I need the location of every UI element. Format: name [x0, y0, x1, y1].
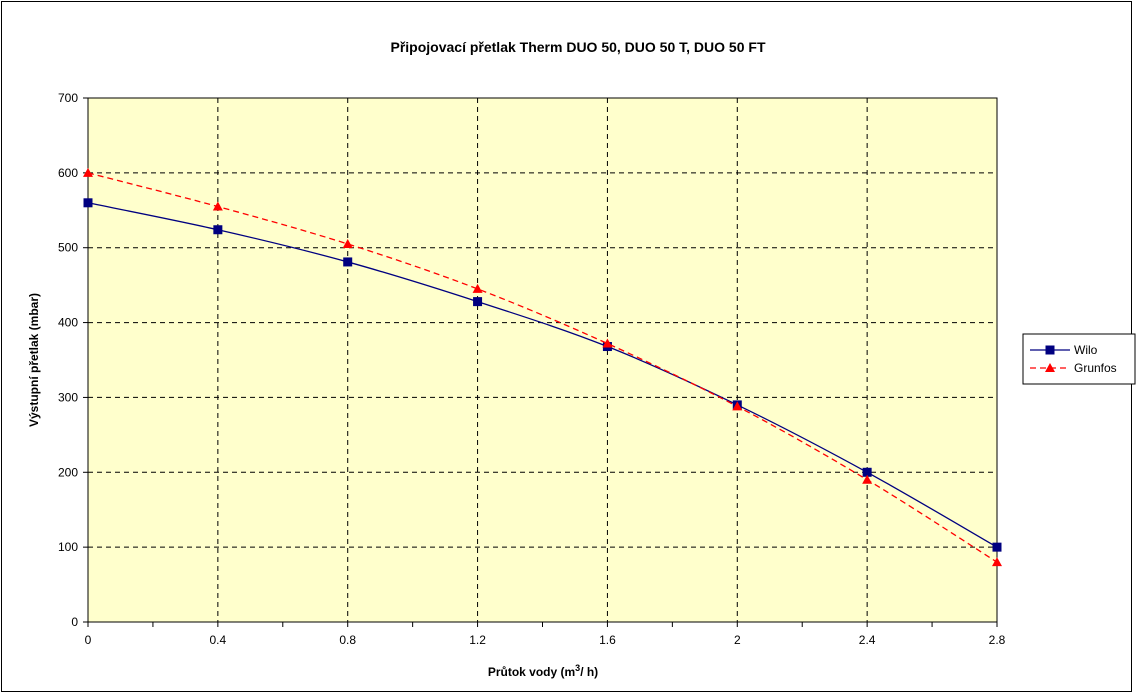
legend: Wilo Grunfos	[1022, 333, 1136, 385]
data-point-wilo	[992, 542, 1002, 552]
y-tick-label: 700	[58, 91, 78, 105]
legend-label-wilo: Wilo	[1074, 343, 1098, 357]
x-tick-label: 0	[85, 633, 92, 647]
data-point-wilo	[343, 257, 353, 267]
chart-title: Připojovací přetlak Therm DUO 50, DUO 50…	[391, 39, 766, 55]
data-point-grunfos	[862, 474, 873, 484]
x-axis-title: Průtok vody (m3/ h)	[488, 663, 598, 679]
y-axis-title: Výstupní přetlak (mbar)	[27, 293, 41, 427]
y-tick-label: 200	[58, 465, 78, 479]
axis-ticks: 0 100 200 300 400 500 600 700 0 0.4 0.8 1.2 1.6 2 2.4 2…	[58, 91, 1006, 647]
series-line-grunfos	[87, 172, 998, 563]
y-tick-label: 300	[58, 390, 78, 404]
data-point-grunfos	[992, 557, 1002, 567]
data-point-grunfos	[342, 238, 353, 248]
legend-marker-grunfos	[1045, 363, 1055, 372]
x-tick-label: 0.4	[210, 633, 227, 647]
x-axis-title-superscript: 3	[575, 663, 580, 673]
legend-marker-wilo	[1045, 345, 1055, 355]
data-point-wilo	[213, 225, 223, 235]
y-tick-label: 600	[58, 166, 78, 180]
plot-area	[87, 97, 998, 623]
data-point-grunfos	[472, 283, 483, 293]
y-tick-label: 100	[58, 540, 78, 554]
series-layer	[83, 167, 1002, 567]
data-point-grunfos	[83, 167, 93, 177]
x-axis-title-suffix: / h)	[580, 665, 598, 679]
y-tick-label: 500	[58, 241, 78, 255]
x-axis-title-prefix: Průtok vody (m	[488, 665, 575, 679]
x-tick-label: 1.6	[599, 633, 616, 647]
data-point-grunfos	[732, 401, 743, 411]
x-tick-label: 1.2	[469, 633, 486, 647]
data-point-wilo	[862, 467, 872, 477]
series-line-wilo	[87, 202, 998, 548]
data-point-grunfos	[212, 201, 223, 211]
x-tick-label: 2	[734, 633, 741, 647]
data-point-grunfos	[602, 338, 613, 348]
legend-box	[1022, 333, 1136, 385]
legend-label-grunfos: Grunfos	[1074, 361, 1117, 375]
y-tick-label: 400	[58, 316, 78, 330]
data-point-wilo	[473, 297, 483, 307]
x-tick-label: 2.8	[989, 633, 1006, 647]
y-tick-label: 0	[71, 615, 78, 629]
x-tick-label: 2.4	[859, 633, 876, 647]
data-point-wilo	[83, 198, 93, 208]
x-tick-label: 0.8	[339, 633, 356, 647]
